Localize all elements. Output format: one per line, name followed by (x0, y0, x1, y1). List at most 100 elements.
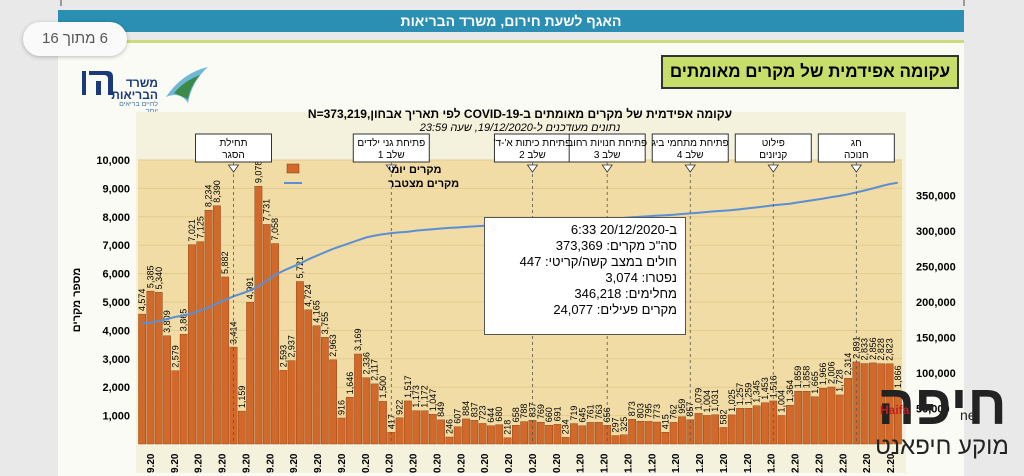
bar-value-label: 8,390 (212, 180, 222, 203)
watermark-logo: חיפה (877, 373, 1006, 436)
bar-value-label: 5,385 (145, 266, 155, 289)
daily-bar (736, 408, 744, 445)
bar-value-label: 837 (469, 402, 479, 417)
x-tick-label: 1.20 (767, 453, 778, 473)
bar-value-label: 762 (669, 404, 679, 419)
daily-bar (536, 421, 545, 445)
daily-bar (786, 405, 794, 445)
daily-bar (761, 402, 769, 445)
x-tick-label: 9.20 (289, 453, 300, 473)
bar-value-label: 4,165 (312, 300, 322, 323)
bar-value-label: 1,646 (345, 372, 355, 395)
bar-value-label: 1,859 (793, 366, 803, 389)
daily-bar (287, 360, 296, 445)
y-tick-label: 7,000 (102, 240, 130, 252)
bar-value-label: 795 (644, 403, 654, 418)
x-tick-label: 1.20 (623, 453, 634, 473)
bar-value-label: 3,755 (320, 312, 330, 335)
daily-bar (395, 417, 404, 445)
bar-value-label: 2,593 (278, 345, 288, 368)
bar-value-label: 1,517 (403, 375, 413, 398)
bar-value-label: 644 (486, 408, 496, 423)
bar-value-label: 3,865 (179, 309, 189, 332)
x-tick-label: 2.20 (886, 453, 897, 473)
daily-bar (570, 423, 578, 445)
bar-value-label: 246 (444, 419, 454, 434)
bar-value-label: 1,866 (893, 365, 903, 388)
legend-bars-swatch (286, 163, 300, 174)
daily-bar (246, 302, 254, 445)
daily-bar (810, 396, 819, 445)
bar-value-label: 959 (677, 399, 687, 414)
annotation-label: שלב 2 (519, 149, 546, 161)
bar-value-label: 8,234 (204, 185, 214, 208)
ministry-logo-icon (82, 71, 113, 95)
y2-tick-label: 300,000 (916, 226, 956, 238)
bar-value-label: 325 (619, 417, 629, 432)
bar-value-label: 2,336 (361, 352, 371, 375)
bar-value-label: 2,579 (170, 345, 180, 368)
daily-bar (835, 394, 844, 445)
bar-value-label: 1,858 (802, 366, 812, 389)
daily-bar (503, 437, 512, 445)
x-tick-label: 0.20 (552, 453, 563, 473)
daily-bar (678, 416, 686, 445)
bar-value-label: 1,173 (411, 385, 421, 408)
daily-bar (719, 427, 728, 445)
daily-bar (179, 334, 188, 445)
daily-bar (453, 426, 462, 445)
bar-value-label: 1,004 (702, 390, 712, 413)
y-tick-label: 2,000 (102, 382, 130, 394)
x-tick-label: 1.20 (647, 453, 658, 473)
x-ticks: 9.20 9.20 9.20 9.20 9.20 9.20 9.20 9.20 9.20 0.20… (146, 453, 897, 473)
bar-value-label: 218 (503, 420, 513, 435)
top-frame-line (60, 0, 965, 6)
bar-value-label: 5,882 (220, 251, 230, 274)
bar-value-label: 1,500 (378, 376, 388, 399)
bar-value-label: 3,169 (353, 328, 363, 351)
annotation-arrow (227, 164, 240, 173)
bar-value-label: 7,021 (187, 219, 197, 242)
daily-bar (686, 419, 695, 445)
bar-value-label: 4,991 (245, 277, 255, 300)
daily-bar (694, 413, 703, 445)
bar-value-label: 1,665 (810, 371, 820, 394)
annotation-box (352, 133, 430, 163)
bar-value-label: 761 (586, 404, 596, 419)
annotation-label: פתיחת מתחמי ביג (652, 138, 729, 149)
daily-bar (221, 276, 230, 445)
daily-bar (644, 421, 653, 445)
daily-bar (511, 425, 520, 445)
daily-bar (819, 387, 827, 445)
bar-value-label: 2,833 (860, 338, 870, 361)
bar-value-label: 680 (494, 407, 504, 422)
daily-bar (628, 419, 636, 445)
daily-bar (163, 335, 171, 445)
y-tick-label: 3,000 (102, 354, 130, 366)
x-tick-label: 0.20 (432, 453, 443, 473)
daily-bar (329, 359, 338, 445)
x-tick-label: 9.20 (313, 453, 324, 473)
x-tick-label: 0.20 (361, 453, 372, 473)
daily-bar (661, 432, 670, 445)
daily-bar (611, 435, 620, 445)
x-tick-label: 0.20 (504, 453, 515, 473)
y-tick-label: 9,000 (102, 183, 130, 195)
bar-value-label: 2,314 (843, 353, 853, 376)
bar-value-label: 1,047 (428, 389, 438, 412)
bar-value-label: 1,966 (818, 363, 828, 386)
x-tick-label: 1.20 (719, 453, 730, 473)
annotation-label: פתיחת גני ילדים (357, 137, 425, 149)
daily-bar (844, 378, 852, 445)
y2-tick-label: 200,000 (916, 297, 956, 309)
x-tick-label: 9.20 (241, 453, 252, 473)
x-tick-label: 9.20 (337, 453, 348, 473)
info-line: ב-20/12/2020 6:33 (570, 222, 677, 237)
daily-bar (146, 290, 155, 445)
annotation-arrow (684, 164, 697, 173)
ministry-tagline: לחיים בריאים יותר (119, 101, 158, 115)
bar-value-label: 719 (569, 406, 579, 421)
y-axis-label: מספר מקרים (71, 268, 83, 333)
bar-value-label: 582 (718, 409, 728, 424)
ministry-logo-text: משרד הבריאות לחיים בריאים יותר (111, 77, 158, 115)
